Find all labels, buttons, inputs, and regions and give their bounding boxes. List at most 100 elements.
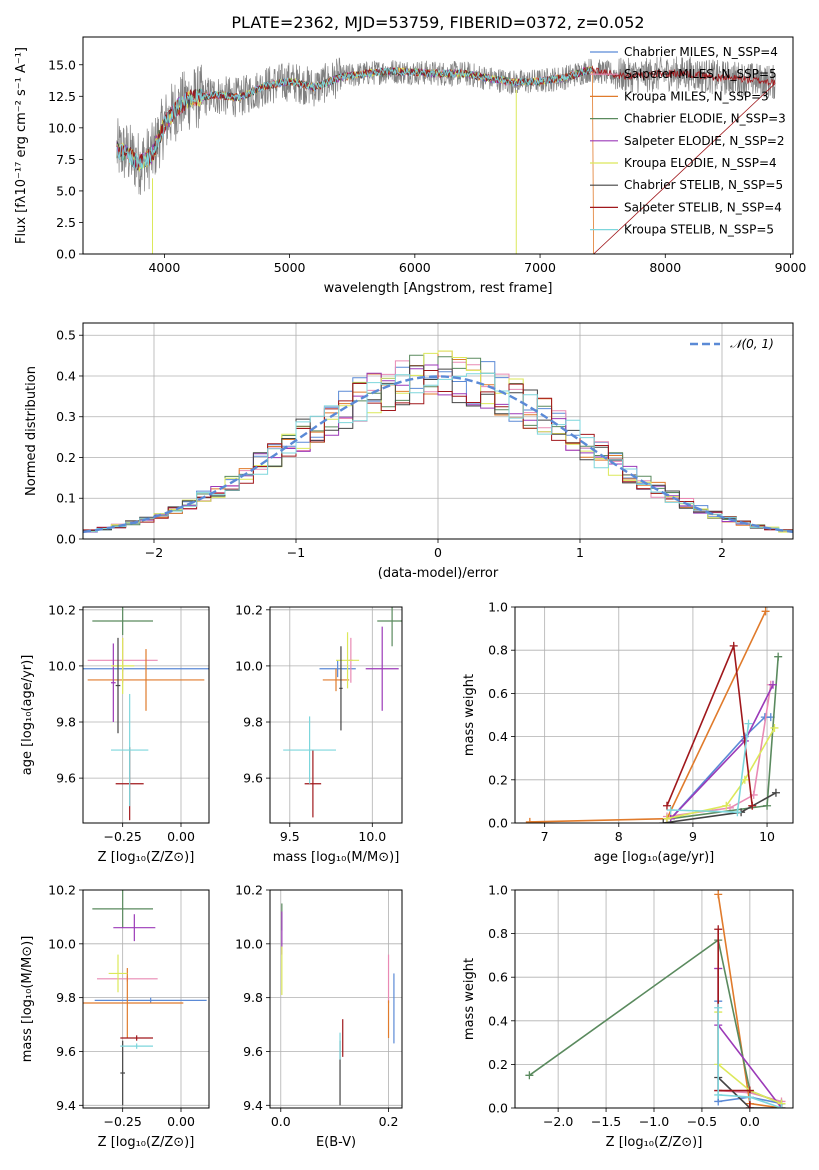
x-tick-label: 9000 xyxy=(775,260,807,275)
plus-marker xyxy=(733,808,742,817)
y-tick-label: 0.5 xyxy=(56,328,76,343)
y-tick-label: 0.0 xyxy=(488,816,508,831)
y-tick-label: 10.2 xyxy=(48,883,76,898)
y-axis-label: Flux [fλ10⁻¹⁷ erg cm⁻² s⁻¹ A⁻¹] xyxy=(14,47,29,244)
age_vs_z-grid xyxy=(83,607,209,823)
weight_vs_z-axes-frame xyxy=(514,889,794,1109)
legend-entry: Salpeter ELODIE, N_SSP=2 xyxy=(624,134,785,148)
plus-marker xyxy=(662,801,671,810)
errorbar-chabrier-stelib xyxy=(115,637,121,734)
plus-marker xyxy=(763,801,772,810)
y-tick-label: 10.2 xyxy=(235,883,263,898)
x-axis-label: Z [log₁₀(Z/Z⊙)] xyxy=(606,1135,703,1150)
age_vs_z-axes-frame xyxy=(82,606,210,824)
weight_vs_z-grid xyxy=(515,889,793,1109)
y-tick-label: 0.4 xyxy=(488,1013,508,1028)
y-tick-label: 10.2 xyxy=(48,602,76,617)
residuals-panel: −2 −1 0 1 2 0.0 0.1 0.2 0.3 0.4 0.5 (data-model)/er… xyxy=(24,322,794,581)
y-tick-label: 0.0 xyxy=(56,247,76,262)
plus-marker xyxy=(768,680,777,689)
legend-entry: Kroupa MILES, N_SSP=3 xyxy=(624,89,769,103)
mass_vs_ebv-plot-area xyxy=(281,903,395,1106)
plus-marker xyxy=(745,1104,754,1108)
x-axis-label: Z [log₁₀(Z/Z⊙)] xyxy=(98,1135,195,1150)
plus-marker xyxy=(729,641,738,650)
errorbar-chabrier-miles xyxy=(94,997,207,1004)
weight-line-kroupa-elodie xyxy=(666,727,776,820)
weight_vs_z-plot-area xyxy=(525,890,786,1108)
weight-line-chabrier-elodie xyxy=(528,938,782,1105)
x-tick-label: −1.0 xyxy=(639,1114,669,1129)
errorbar-chabrier-stelib xyxy=(339,646,343,731)
observed-spectrum-line xyxy=(116,56,776,195)
x-axis-label: mass [log₁₀(M/M⊙)] xyxy=(273,850,400,865)
x-tick-label: 0.00 xyxy=(167,1114,195,1129)
x-axis-label: wavelength [Angstrom, rest frame] xyxy=(324,281,553,296)
x-tick-label: −1 xyxy=(287,545,305,560)
errorbar-kroupa-stelib xyxy=(111,693,149,807)
mass_vs_z-panel: −0.25 0.00 9.4 9.6 9.8 10.0 10.2 Z [log₁₀(Z/Z⊙)… xyxy=(20,883,210,1150)
x-tick-label: 9.5 xyxy=(280,829,300,844)
y-tick-label: 0.4 xyxy=(56,368,76,383)
mass_vs_z-plot-area xyxy=(83,890,207,1106)
y-tick-label: 10.0 xyxy=(235,936,263,951)
weight-line-salpeter-stelib xyxy=(666,642,753,807)
x-tick-label: 0.2 xyxy=(379,1114,399,1129)
errorbar-kroupa-miles xyxy=(87,649,205,711)
errorbar-kroupa-elodie xyxy=(108,954,128,993)
residuals-plot-area xyxy=(83,350,793,534)
spectrum-plot-area xyxy=(116,56,776,254)
plus-marker xyxy=(722,801,731,810)
weight_vs_age-plot-area xyxy=(525,607,783,823)
x-tick-label: 7 xyxy=(541,829,549,844)
weight-line-kroupa-stelib xyxy=(717,1007,782,1108)
y-tick-label: 1.0 xyxy=(488,883,508,898)
errorbar-salpeter-stelib xyxy=(304,750,322,818)
y-axis-label: mass [log₁₀(M/M⊙)] xyxy=(20,936,35,1063)
legend-entry: Chabrier STELIB, N_SSP=5 xyxy=(624,178,783,192)
y-tick-label: 0.4 xyxy=(488,729,508,744)
y-axis-label: mass weight xyxy=(462,674,477,756)
x-tick-label: 7000 xyxy=(524,260,556,275)
x-tick-label: 8000 xyxy=(649,260,681,275)
errorbar-salpeter-elodie xyxy=(111,643,116,723)
errorbar-kroupa-stelib xyxy=(283,716,336,784)
weight-line-salpeter-miles xyxy=(666,684,772,818)
x-tick-label: −0.5 xyxy=(687,1114,717,1129)
x-tick-label: −2 xyxy=(145,545,163,560)
plus-marker xyxy=(748,801,757,810)
y-tick-label: 0.6 xyxy=(488,970,508,985)
x-tick-label: 0.00 xyxy=(167,829,195,844)
weight-line-kroupa-miles xyxy=(529,610,767,823)
normal-distribution-curve xyxy=(83,375,793,534)
y-tick-label: 0.0 xyxy=(56,532,76,547)
spectrum-panel: 4000 5000 6000 7000 8000 9000 0.0 2.5 5.0 7.5 10.0… xyxy=(14,13,806,296)
legend-entry: Salpeter MILES, N_SSP=5 xyxy=(624,67,777,81)
weight_vs_age-axes-frame xyxy=(514,606,794,824)
y-tick-label: 7.5 xyxy=(56,152,76,167)
legend-entry: Chabrier MILES, N_SSP=4 xyxy=(624,45,778,59)
weight-line-chabrier-stelib xyxy=(717,1076,782,1108)
age_vs_z-plot-area xyxy=(83,607,209,821)
y-tick-label: 0.8 xyxy=(488,926,508,941)
plus-marker xyxy=(714,890,723,899)
y-tick-label: 0.1 xyxy=(56,491,76,506)
plus-marker xyxy=(771,788,780,797)
plus-marker xyxy=(745,1093,754,1102)
errorbar-chabrier-stelib xyxy=(120,1040,125,1106)
y-tick-label: 10.0 xyxy=(48,936,76,951)
residuals-axes-frame xyxy=(82,322,794,540)
x-tick-label: 9 xyxy=(689,829,697,844)
y-axis-label: mass weight xyxy=(462,958,477,1040)
legend-entry: Kroupa ELODIE, N_SSP=4 xyxy=(624,156,777,170)
errorbar-salpeter-stelib xyxy=(120,1035,153,1041)
chart-title: PLATE=2362, MJD=53759, FIBERID=0372, z=0… xyxy=(231,13,644,32)
plus-marker xyxy=(662,814,671,823)
x-tick-label: −1.5 xyxy=(591,1114,621,1129)
x-axis-label: age [log₁₀(age/yr)] xyxy=(594,850,715,865)
age_vs_mass-axes-frame xyxy=(269,606,403,824)
x-tick-label: 0.0 xyxy=(271,1114,291,1129)
plus-marker xyxy=(777,1104,786,1108)
errorbar-kroupa-stelib xyxy=(120,1043,153,1049)
